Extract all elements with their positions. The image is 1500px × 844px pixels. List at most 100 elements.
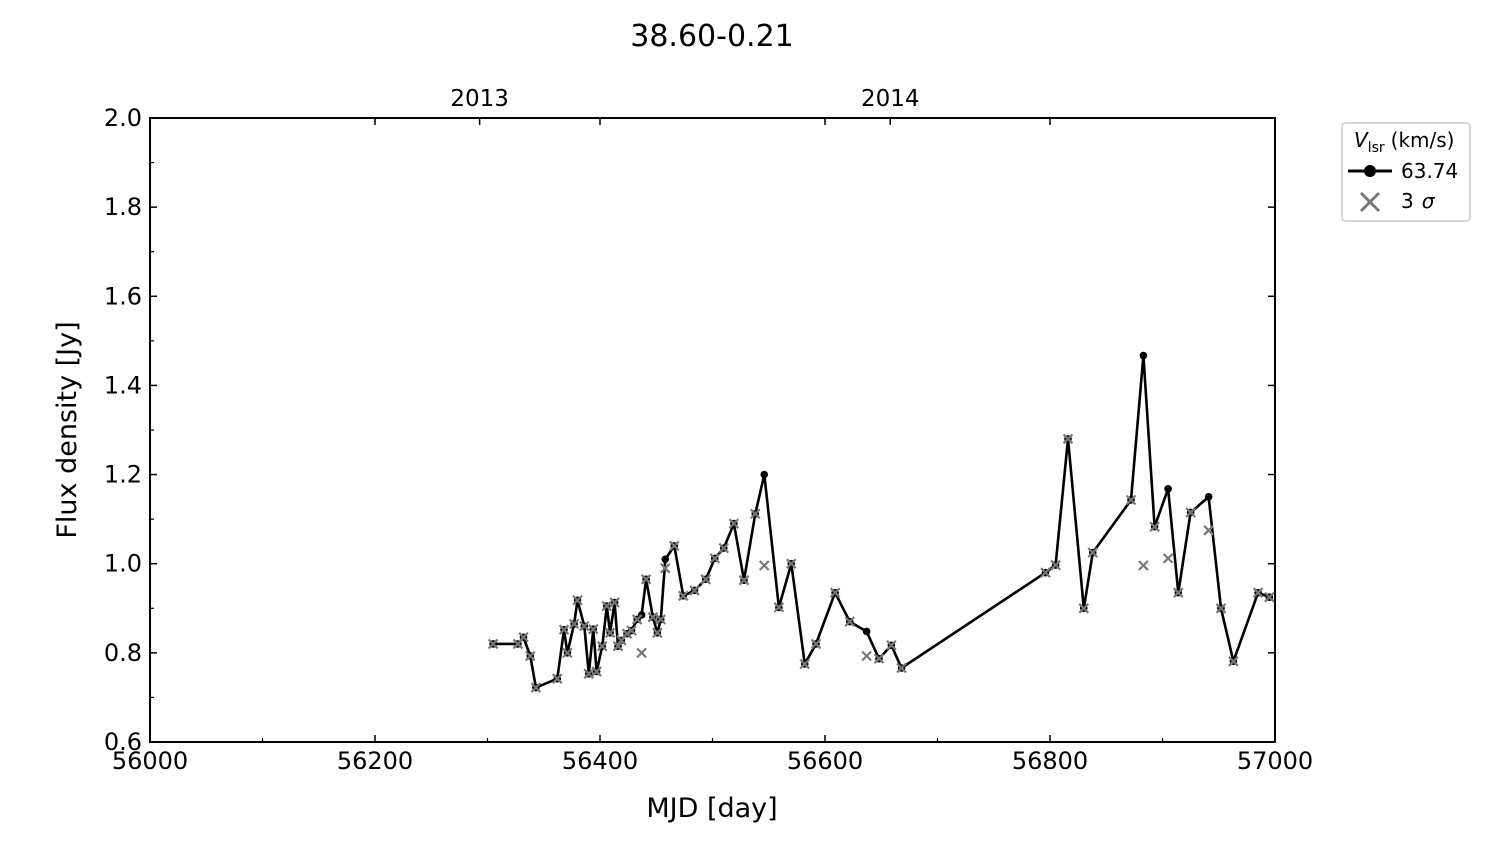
sigma-marker [758, 560, 770, 571]
x-tick-label: 56800 [1012, 747, 1088, 775]
sigma-marker [700, 574, 712, 585]
plot-area: 56000 56200 56400 56600 56800 57000 0.6 0.8 1.0 1… [104, 86, 1313, 775]
data-point [1204, 493, 1213, 501]
series-line [493, 354, 1270, 689]
sigma-marker [487, 638, 499, 650]
sigma-marker [524, 650, 536, 662]
sigma-marker [612, 640, 624, 652]
year-tick-label: 2014 [861, 86, 920, 112]
sigma-marker [873, 653, 885, 664]
sigma-marker [604, 627, 616, 639]
sigma-marker [652, 627, 663, 639]
sigma-marker [749, 508, 761, 520]
sigma-marker [530, 682, 542, 693]
data-point [760, 470, 769, 479]
sigma-marker [1264, 591, 1275, 603]
sigma-marker [799, 658, 811, 670]
sigma-marker [1203, 525, 1214, 536]
sigma-marker [668, 540, 680, 552]
sigma-marker [844, 616, 856, 627]
sigma-marker [578, 620, 590, 632]
x-tick-label: 57000 [1237, 747, 1313, 775]
x-tick-label: 56200 [337, 747, 413, 775]
y-tick-label: 1.4 [104, 371, 142, 399]
y-tick-label: 0.6 [104, 728, 142, 756]
sigma-marker [689, 585, 700, 596]
legend-title-subscript: lsr [1368, 140, 1385, 156]
sigma-marker [785, 558, 797, 569]
y-tick-label: 0.8 [104, 639, 142, 667]
sigma-marker [1149, 521, 1160, 532]
sigma-marker [1040, 567, 1051, 578]
year-tick-label: 2013 [450, 86, 509, 112]
x-tick-label: 56600 [787, 747, 863, 775]
sigma-marker [1172, 587, 1184, 598]
sigma-marker [1138, 560, 1149, 571]
sigma-marker [1125, 494, 1137, 506]
sigma-marker [738, 574, 750, 586]
sigma-marker [886, 640, 897, 651]
data-point [1139, 351, 1148, 360]
sigma-marker [861, 650, 872, 662]
legend-cross-marker [1359, 191, 1381, 213]
y-tick-label: 1.2 [104, 461, 142, 489]
legend-sigma-count: 3 [1401, 189, 1414, 213]
sigma-marker [1062, 433, 1074, 445]
sigma-marker [1185, 507, 1196, 518]
sigma-marker [773, 602, 785, 613]
sigma-marker [1087, 547, 1099, 558]
sigma-marker [551, 673, 563, 684]
sigma-marker [1078, 603, 1090, 614]
x-tick-label: 56400 [562, 747, 638, 775]
plot-frame [149, 117, 1276, 743]
y-tick-label: 1.8 [104, 193, 142, 221]
sigma-marker [829, 587, 841, 598]
x-axis-label: MJD [day] [646, 793, 777, 824]
sigma-marker [1050, 559, 1061, 571]
legend-entry-series: 63.74 [1401, 159, 1458, 183]
legend-title: Vlsr (km/s) [1354, 128, 1454, 156]
sigma-marker [518, 631, 529, 643]
sigma-marker [591, 666, 602, 677]
sigma-marker [728, 518, 740, 529]
sigma-marker [562, 647, 573, 659]
sigma-marker [609, 597, 620, 608]
sigma-marker [655, 614, 667, 625]
sigma-marker [596, 640, 608, 652]
data-point [1164, 485, 1172, 493]
sigma-marker [1228, 656, 1239, 667]
sigma-marker [587, 623, 599, 635]
sigma-marker [583, 668, 595, 680]
sigma-marker [810, 638, 822, 650]
sigma-marker [647, 611, 659, 623]
y-tick-label: 1.6 [104, 282, 142, 310]
y-tick-label: 2.0 [104, 104, 142, 132]
legend-dot-marker [1364, 165, 1376, 177]
sigma-marker [636, 647, 647, 659]
y-tick-label: 1.0 [104, 550, 142, 578]
sigma-marker [572, 594, 583, 606]
sigma-marker [659, 562, 671, 574]
sigma-marker [709, 553, 721, 564]
y-axis-label: Flux density [Jy] [52, 321, 83, 538]
sigma-marker [1252, 587, 1264, 598]
sigma-marker [601, 600, 613, 612]
sigma-marker [896, 662, 907, 674]
sigma-marker [631, 614, 643, 625]
data-point [661, 555, 670, 564]
sigma-marker [1162, 553, 1174, 564]
chart-title: 38.60-0.21 [630, 19, 794, 54]
sigma-marker [1215, 603, 1227, 614]
data-point [862, 627, 871, 636]
sigma-marker [568, 618, 580, 630]
sigma-marker [558, 624, 570, 635]
sigma-marker [640, 574, 652, 585]
sigma-marker [677, 590, 689, 602]
x-tick-label: 56000 [112, 747, 188, 775]
legend-title-symbol: V [1354, 128, 1369, 152]
legend-title-unit: (km/s) [1391, 128, 1455, 152]
sigma-marker [626, 625, 637, 636]
